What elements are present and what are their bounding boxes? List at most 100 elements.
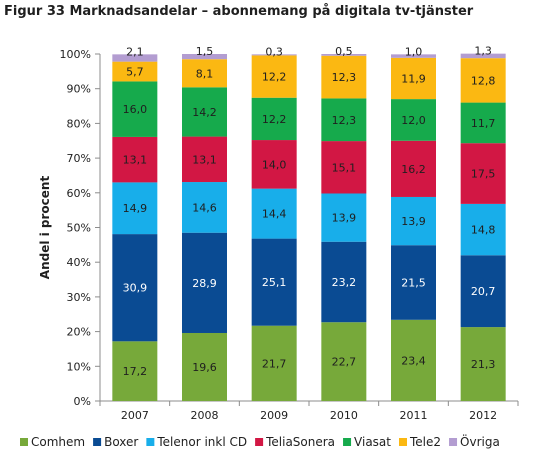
x-tick-label: 2011 (400, 409, 428, 422)
y-tick-label: 20% (67, 326, 91, 339)
data-label: 21,3 (471, 358, 496, 371)
data-label: 14,0 (262, 158, 287, 171)
bar-segment (182, 54, 227, 60)
y-tick-label: 10% (67, 360, 91, 373)
legend-swatch (255, 438, 264, 446)
bar-segment (391, 319, 436, 401)
bar-segment (391, 196, 436, 246)
bar-segment (182, 59, 227, 88)
x-tick-label: 2008 (191, 409, 219, 422)
data-label: 12,8 (471, 74, 496, 87)
data-label: 14,2 (192, 106, 217, 119)
bar-segment (112, 234, 158, 342)
legend-label: Övriga (460, 433, 500, 449)
bar-segment (391, 57, 436, 100)
legend-swatch (399, 438, 407, 446)
bar-segment (321, 193, 367, 242)
y-axis-title: Andel i procent (38, 176, 52, 280)
y-tick-label: 0% (74, 395, 91, 408)
y-tick-label: 100% (60, 48, 91, 61)
legend-label: TeliaSonera (265, 435, 335, 449)
data-label: 20,7 (471, 285, 496, 298)
bar-segment (460, 255, 506, 328)
data-label: 14,9 (123, 202, 148, 215)
bar-segment (460, 58, 506, 103)
bar-segment (182, 87, 227, 137)
data-label: 12,2 (262, 71, 287, 84)
bar-segment (251, 54, 297, 56)
y-tick-label: 70% (67, 152, 91, 165)
bar-segment (112, 182, 158, 235)
legend-swatch (449, 438, 458, 446)
y-tick-label: 90% (67, 83, 91, 96)
bar-segment (460, 102, 506, 144)
data-label: 11,9 (401, 72, 426, 85)
data-label: 15,1 (332, 161, 357, 174)
bar-segment (460, 53, 506, 59)
data-label: 0,5 (335, 45, 353, 58)
data-label: 5,7 (126, 66, 144, 79)
bar-segment (391, 54, 436, 58)
data-label: 17,2 (123, 365, 148, 378)
data-label: 12,3 (332, 114, 357, 127)
x-tick-label: 2009 (260, 409, 288, 422)
data-label: 16,0 (123, 103, 148, 116)
data-label: 1,0 (405, 45, 423, 58)
legend-label: Telenor inkl CD (156, 435, 247, 449)
bar-segment (251, 188, 297, 239)
bar-segment (321, 141, 367, 194)
legend-swatch (343, 438, 352, 446)
bar-segment (251, 55, 297, 98)
data-label: 21,7 (262, 357, 287, 370)
bar-segment (182, 332, 227, 401)
bar-segment (321, 322, 367, 401)
bar-segment (321, 241, 367, 323)
bar-segment (460, 143, 506, 204)
data-label: 8,1 (196, 67, 214, 80)
y-tick-label: 80% (67, 117, 91, 130)
data-label: 0,3 (265, 45, 283, 58)
data-label: 16,2 (401, 163, 426, 176)
data-label: 25,1 (262, 276, 287, 289)
x-tick-label: 2010 (330, 409, 358, 422)
bar-segment (112, 61, 158, 82)
data-label: 1,5 (196, 45, 214, 58)
data-label: 13,1 (123, 154, 148, 167)
data-label: 17,5 (471, 168, 496, 181)
legend-label: Viasat (354, 435, 391, 449)
bar-segment (182, 182, 227, 233)
bar-segment (251, 238, 297, 326)
bar-segment (112, 54, 158, 62)
bar-segment (182, 136, 227, 183)
bar-segment (391, 245, 436, 320)
data-label: 21,5 (401, 276, 426, 289)
legend-label: Boxer (104, 435, 138, 449)
y-tick-label: 60% (67, 187, 91, 200)
x-tick-label: 2007 (121, 409, 149, 422)
bar-segment (321, 54, 367, 56)
data-label: 14,6 (192, 201, 217, 214)
bar-segment (460, 327, 506, 401)
data-label: 28,9 (192, 277, 217, 290)
legend-swatch (93, 438, 102, 446)
legend-swatch (146, 438, 155, 446)
data-label: 14,4 (262, 208, 287, 221)
data-label: 13,9 (401, 215, 426, 228)
data-label: 30,9 (123, 282, 148, 295)
data-label: 2,1 (126, 45, 144, 58)
bar-segment (391, 99, 436, 141)
data-label: 13,1 (192, 153, 217, 166)
y-tick-label: 40% (67, 256, 91, 269)
data-label: 11,7 (471, 117, 496, 130)
data-label: 22,7 (332, 356, 357, 369)
y-tick-label: 50% (67, 222, 91, 235)
y-tick-label: 30% (67, 291, 91, 304)
bar-segment (112, 341, 158, 401)
bar-segment (251, 97, 297, 141)
legend-label: Comhem (31, 435, 85, 449)
bar-segment (460, 203, 506, 256)
legend-swatch (20, 438, 28, 446)
data-label: 19,6 (192, 361, 217, 374)
data-label: 12,0 (401, 114, 426, 127)
